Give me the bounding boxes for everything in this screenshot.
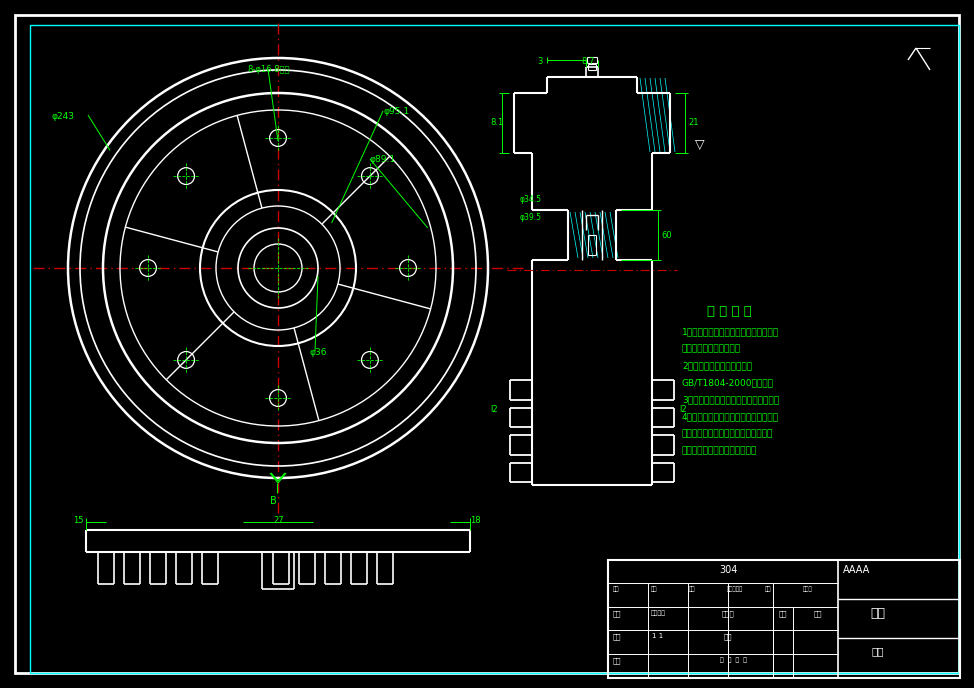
Text: 审核: 审核 — [613, 633, 621, 640]
Text: GB/T1804-2000的要求。: GB/T1804-2000的要求。 — [682, 378, 774, 387]
Text: 批准: 批准 — [613, 657, 621, 664]
Text: ▽: ▽ — [695, 138, 704, 151]
Text: 比例: 比例 — [813, 610, 822, 616]
Text: 15: 15 — [73, 516, 84, 525]
Text: 技 术 要 求: 技 术 要 求 — [707, 305, 752, 318]
Text: 图号: 图号 — [872, 646, 884, 656]
Text: 调盘: 调盘 — [871, 607, 885, 620]
Text: 1、零件加工表面上，不应有划痕、擦伤: 1、零件加工表面上，不应有划痕、擦伤 — [682, 327, 779, 336]
Text: 等损伤零件表面的缺陷。: 等损伤零件表面的缺陷。 — [682, 344, 741, 353]
Text: 18: 18 — [470, 516, 480, 525]
Text: 60: 60 — [661, 231, 672, 240]
Text: 设计: 设计 — [613, 610, 621, 616]
Text: 4、所有需要进行涂装的钑铁制件表面在: 4、所有需要进行涂装的钑铁制件表面在 — [682, 412, 779, 421]
Text: 标准化: 标准化 — [722, 610, 734, 616]
Text: 涂漆前，必须将铁锈、氧化皮、油脂、: 涂漆前，必须将铁锈、氧化皮、油脂、 — [682, 429, 773, 438]
Text: 304: 304 — [719, 565, 737, 575]
Text: 1 1: 1 1 — [653, 633, 663, 639]
Text: 3: 3 — [537, 57, 543, 66]
Text: 2、未注线性尺寸公差应符合: 2、未注线性尺寸公差应符合 — [682, 361, 752, 370]
Text: φ89.1: φ89.1 — [370, 155, 396, 164]
Text: 共  页  第  页: 共 页 第 页 — [720, 657, 746, 663]
Text: 灰尘、泥土、盐和污物等除去。: 灰尘、泥土、盐和污物等除去。 — [682, 446, 757, 455]
Text: 签名: 签名 — [765, 586, 771, 592]
Text: φ243: φ243 — [52, 112, 75, 121]
Text: 分区: 分区 — [689, 586, 695, 592]
Text: 处数: 处数 — [651, 586, 657, 592]
Text: l2: l2 — [679, 405, 687, 414]
Text: 8.7: 8.7 — [581, 57, 595, 66]
Text: 3、加工后的零件不允许有毛刺、飞边。: 3、加工后的零件不允许有毛刺、飞边。 — [682, 395, 779, 404]
Text: B: B — [270, 496, 277, 506]
Text: 标记: 标记 — [613, 586, 619, 592]
Text: l2: l2 — [490, 405, 498, 414]
Text: 21: 21 — [688, 118, 698, 127]
Text: 8-φ16.8均布: 8-φ16.8均布 — [247, 65, 289, 74]
Text: 阶段标记: 阶段标记 — [651, 610, 665, 616]
Text: 工艺: 工艺 — [724, 633, 732, 640]
Bar — [608, 560, 960, 678]
Text: φ36: φ36 — [310, 348, 327, 357]
Text: 年月日: 年月日 — [803, 586, 812, 592]
Text: φ34.5: φ34.5 — [520, 195, 542, 204]
Text: 重量: 重量 — [779, 610, 787, 616]
Text: φ39.5: φ39.5 — [520, 213, 542, 222]
Text: 27: 27 — [273, 516, 283, 525]
Text: AAAA: AAAA — [843, 565, 870, 575]
Text: φ95.1: φ95.1 — [383, 107, 409, 116]
Text: 8.1: 8.1 — [490, 118, 504, 127]
Text: 更改文件号: 更改文件号 — [727, 586, 743, 592]
